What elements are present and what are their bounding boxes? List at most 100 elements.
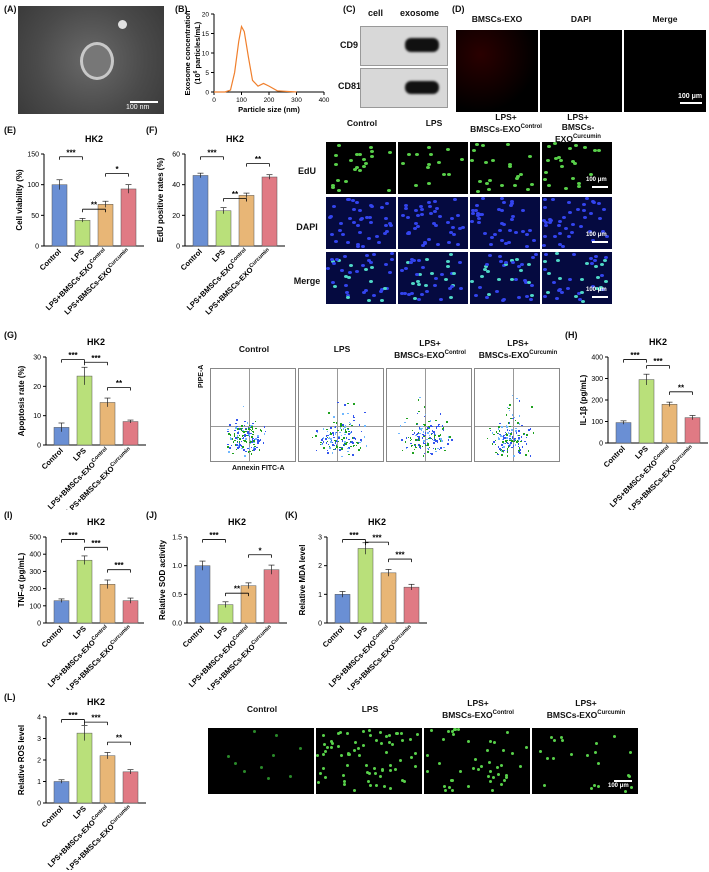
event-dot: [228, 433, 230, 435]
event-dot: [502, 446, 504, 449]
category-sup: Control: [91, 804, 109, 822]
cell-nucleus: [369, 149, 374, 153]
bar: [263, 569, 280, 624]
f-micrograph: [398, 252, 468, 304]
cell-nucleus: [354, 200, 359, 204]
event-dot: [319, 443, 322, 446]
event-dot: [337, 401, 339, 404]
ros-signal: [505, 776, 509, 779]
f-row-dapi: DAPI: [296, 222, 318, 232]
event-dot: [506, 434, 508, 436]
event-dot: [434, 448, 437, 450]
cell-nucleus: [576, 181, 581, 185]
event-dot: [259, 439, 262, 441]
cell-nucleus: [572, 252, 577, 256]
cell-nucleus: [334, 257, 339, 261]
event-dot: [340, 434, 343, 437]
event-dot: [499, 422, 501, 425]
event-dot: [525, 443, 528, 445]
f-micrograph: [326, 252, 396, 304]
panel-label-f: (F): [146, 125, 158, 135]
event-dot: [415, 439, 418, 442]
cell-nucleus: [556, 156, 561, 160]
cell-nucleus: [445, 220, 450, 224]
event-dot: [413, 448, 416, 451]
cell-nucleus: [548, 220, 553, 224]
event-dot: [242, 439, 245, 442]
event-dot: [417, 436, 420, 439]
bar: [74, 219, 91, 247]
event-dot: [353, 403, 355, 405]
category-text: Control: [40, 624, 65, 649]
ros-signal: [518, 765, 522, 769]
sig-label: ***: [114, 561, 124, 570]
event-dot: [247, 451, 250, 453]
event-dot: [406, 446, 408, 449]
event-dot: [440, 438, 442, 440]
cell-nucleus: [486, 269, 490, 273]
event-dot: [229, 434, 232, 436]
cell-nucleus: [587, 230, 592, 234]
event-dot: [517, 439, 520, 442]
event-dot: [348, 430, 350, 433]
category-label: LPS: [633, 444, 650, 461]
event-dot: [412, 433, 414, 436]
event-dot: [336, 446, 338, 448]
cell-nucleus: [565, 286, 570, 290]
cell-nucleus: [557, 276, 562, 280]
event-dot: [326, 428, 328, 431]
cell-nucleus: [581, 202, 586, 206]
bar: [238, 195, 255, 247]
cell-nucleus: [528, 298, 533, 302]
event-dot: [254, 445, 256, 448]
ros-signal: [590, 787, 594, 791]
f-image-titles: Control LPS LPS+ BMSCs-EXOControl LPS+ BMSCs-…: [320, 112, 708, 144]
cell-nucleus: [415, 225, 420, 229]
event-dot: [416, 439, 419, 441]
cell-nucleus: [455, 242, 460, 246]
event-dot: [401, 439, 403, 441]
event-dot: [330, 440, 333, 442]
ros-signal: [389, 769, 393, 773]
event-dot: [512, 417, 514, 420]
event-dot: [501, 435, 503, 438]
event-dot: [435, 450, 437, 453]
event-dot: [424, 432, 427, 434]
event-dot: [513, 455, 515, 457]
cell-nucleus: [331, 186, 336, 190]
cell-nucleus: [542, 218, 546, 222]
ros-signal: [552, 738, 556, 742]
event-dot: [342, 424, 344, 426]
event-dot: [432, 439, 435, 442]
bar: [403, 586, 420, 624]
event-dot: [428, 446, 431, 449]
cell-nucleus: [369, 266, 374, 270]
event-dot: [250, 429, 253, 432]
f-micrograph: [326, 142, 396, 194]
cell-nucleus: [511, 261, 516, 265]
event-dot: [229, 424, 231, 426]
category-text: LPS: [352, 624, 369, 641]
sig-label: ***: [395, 551, 405, 560]
event-dot: [254, 448, 256, 450]
ros-signal: [414, 751, 418, 755]
image-column-title: LPS+ BMSCs-EXOControl: [470, 112, 542, 134]
event-dot: [252, 433, 254, 436]
event-dot: [421, 427, 423, 430]
cell-nucleus: [501, 201, 506, 205]
event-dot: [351, 437, 354, 439]
bar: [684, 417, 701, 444]
ros-signal: [322, 766, 326, 770]
event-dot: [258, 449, 261, 451]
quadrant-line-v: [248, 369, 250, 461]
cell-nucleus: [358, 218, 363, 222]
ros-signal: [450, 729, 454, 733]
cell-nucleus: [354, 153, 359, 157]
event-dot: [239, 444, 241, 446]
scale-bar: [680, 102, 702, 104]
event-dot: [247, 431, 249, 433]
image-column-title: LPS: [333, 344, 351, 354]
event-dot: [254, 437, 257, 440]
event-dot: [441, 440, 443, 442]
cell-nucleus: [591, 201, 596, 204]
